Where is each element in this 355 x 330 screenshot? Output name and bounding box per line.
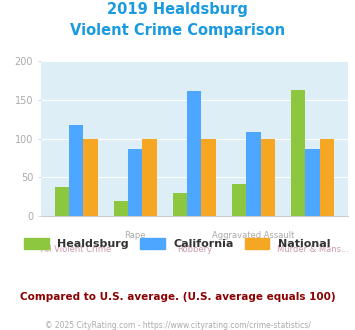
Bar xyxy=(246,132,261,216)
Text: 2019 Healdsburg: 2019 Healdsburg xyxy=(107,2,248,16)
Text: Violent Crime Comparison: Violent Crime Comparison xyxy=(70,23,285,38)
Bar xyxy=(320,139,334,216)
Bar xyxy=(69,125,83,216)
Bar xyxy=(305,149,320,216)
Bar xyxy=(232,183,246,216)
Bar xyxy=(173,193,187,216)
Legend: Healdsburg, California, National: Healdsburg, California, National xyxy=(20,234,335,253)
Bar xyxy=(83,139,98,216)
Text: All Violent Crime: All Violent Crime xyxy=(41,245,111,254)
Text: © 2025 CityRating.com - https://www.cityrating.com/crime-statistics/: © 2025 CityRating.com - https://www.city… xyxy=(45,321,310,330)
Bar xyxy=(291,90,305,216)
Bar xyxy=(261,139,275,216)
Bar xyxy=(128,149,142,216)
Bar xyxy=(114,201,128,216)
Bar xyxy=(187,90,201,216)
Text: Robbery: Robbery xyxy=(177,245,212,254)
Text: Compared to U.S. average. (U.S. average equals 100): Compared to U.S. average. (U.S. average … xyxy=(20,292,335,302)
Text: Murder & Mans...: Murder & Mans... xyxy=(277,245,348,254)
Bar xyxy=(201,139,215,216)
Text: Aggravated Assault: Aggravated Assault xyxy=(212,231,295,240)
Text: Rape: Rape xyxy=(125,231,146,240)
Bar xyxy=(142,139,157,216)
Bar xyxy=(55,187,69,216)
